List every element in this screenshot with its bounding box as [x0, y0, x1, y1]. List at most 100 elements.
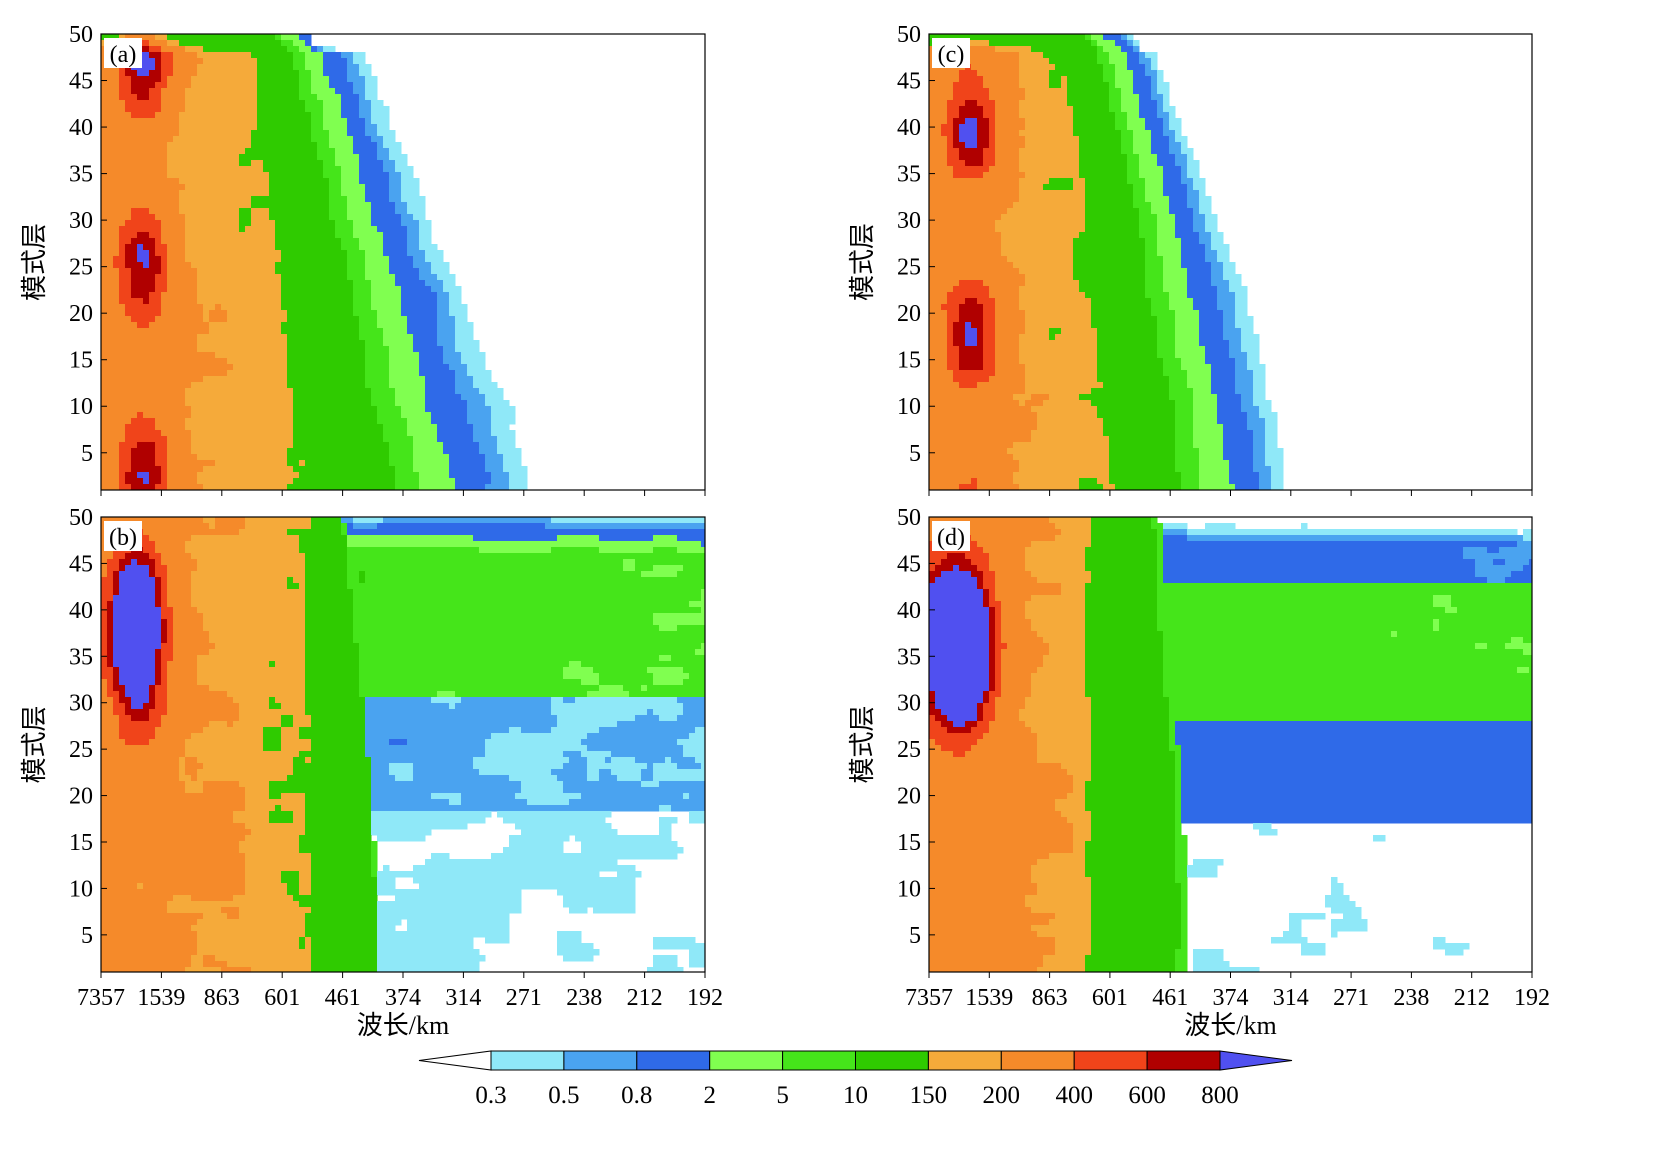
- heatmap-cell: [281, 382, 288, 389]
- heatmap-cell: [335, 208, 342, 215]
- heatmap-cell: [191, 88, 198, 95]
- heatmap-cell: [287, 394, 294, 401]
- heatmap-cell: [197, 424, 204, 431]
- heatmap-cell: [221, 94, 228, 101]
- heatmap-cell: [401, 472, 408, 479]
- heatmap-cell: [215, 94, 222, 101]
- heatmap-cell: [281, 148, 288, 155]
- heatmap-cell: [251, 460, 258, 467]
- heatmap-cell: [479, 382, 486, 389]
- heatmap-cell: [167, 328, 174, 335]
- heatmap-cell: [287, 238, 294, 245]
- heatmap-cell: [371, 346, 378, 353]
- heatmap-cell: [491, 424, 498, 431]
- heatmap-cell: [401, 364, 408, 371]
- heatmap-cell: [215, 286, 222, 293]
- heatmap-cell: [299, 394, 306, 401]
- heatmap-cell: [155, 274, 162, 281]
- heatmap-cell: [323, 346, 330, 353]
- heatmap-cell: [377, 124, 384, 131]
- heatmap-cell: [377, 523, 384, 530]
- heatmap-cell: [599, 523, 606, 530]
- heatmap-cell: [197, 154, 204, 161]
- heatmap-cell: [263, 424, 270, 431]
- heatmap-cell: [113, 310, 120, 317]
- heatmap-cell: [311, 226, 318, 233]
- heatmap-cell: [323, 130, 330, 137]
- heatmap-cell: [275, 184, 282, 191]
- heatmap-cell: [473, 340, 480, 347]
- heatmap-cell: [413, 292, 420, 299]
- heatmap-cell: [329, 70, 336, 77]
- heatmap-cell: [383, 436, 390, 443]
- heatmap-cell: [191, 46, 198, 53]
- heatmap-cell: [359, 76, 366, 83]
- heatmap-cell: [443, 328, 450, 335]
- heatmap-cell: [341, 406, 348, 413]
- heatmap-cell: [197, 346, 204, 353]
- heatmap-cell: [323, 226, 330, 233]
- heatmap-cell: [107, 364, 114, 371]
- heatmap-cell: [131, 316, 138, 323]
- heatmap-cell: [305, 547, 312, 554]
- heatmap-cell: [209, 136, 216, 143]
- heatmap-cell: [473, 346, 480, 353]
- heatmap-cell: [185, 436, 192, 443]
- heatmap-cell: [131, 412, 138, 419]
- heatmap-cell: [371, 118, 378, 125]
- heatmap-cell: [275, 94, 282, 101]
- heatmap-cell: [125, 256, 132, 263]
- heatmap-cell: [101, 472, 108, 479]
- heatmap-cell: [359, 244, 366, 251]
- heatmap-cell: [365, 472, 372, 479]
- heatmap-cell: [269, 478, 276, 485]
- heatmap-cell: [383, 346, 390, 353]
- heatmap-cell: [227, 280, 234, 287]
- heatmap-cell: [299, 112, 306, 119]
- heatmap-cell: [167, 136, 174, 143]
- heatmap-cell: [233, 460, 240, 467]
- heatmap-cell: [275, 523, 282, 530]
- heatmap-cell: [425, 310, 432, 317]
- heatmap-cell: [191, 466, 198, 473]
- heatmap-cell: [185, 382, 192, 389]
- heatmap-cell: [155, 430, 162, 437]
- heatmap-cell: [377, 202, 384, 209]
- heatmap-cell: [227, 232, 234, 239]
- heatmap-cell: [149, 292, 156, 299]
- heatmap-cell: [395, 280, 402, 287]
- heatmap-cell: [305, 376, 312, 383]
- heatmap-cell: [371, 112, 378, 119]
- heatmap-cell: [113, 388, 120, 395]
- heatmap-cell: [251, 76, 258, 83]
- heatmap-cell: [119, 352, 126, 359]
- heatmap-cell: [263, 136, 270, 143]
- heatmap-cell: [227, 436, 234, 443]
- heatmap-cell: [203, 130, 210, 137]
- heatmap-cell: [215, 172, 222, 179]
- heatmap-cell: [131, 376, 138, 383]
- heatmap-cell: [527, 529, 534, 536]
- heatmap-cell: [263, 256, 270, 263]
- heatmap-cell: [413, 304, 420, 311]
- heatmap-cell: [179, 298, 186, 305]
- heatmap-cell: [155, 280, 162, 287]
- heatmap-cell: [137, 364, 144, 371]
- heatmap-cell: [461, 346, 468, 353]
- heatmap-cell: [377, 280, 384, 287]
- heatmap-cell: [485, 541, 492, 548]
- heatmap-cell: [137, 274, 144, 281]
- heatmap-cell: [119, 292, 126, 299]
- heatmap-cell: [347, 370, 354, 377]
- heatmap-cell: [179, 442, 186, 449]
- heatmap-cell: [275, 346, 282, 353]
- heatmap-cell: [275, 130, 282, 137]
- heatmap-cell: [389, 292, 396, 299]
- heatmap-cell: [443, 298, 450, 305]
- heatmap-cell: [173, 106, 180, 113]
- heatmap-cell: [233, 529, 240, 536]
- heatmap-cell: [305, 226, 312, 233]
- heatmap-cell: [275, 160, 282, 167]
- heatmap-cell: [275, 64, 282, 71]
- heatmap-cell: [299, 406, 306, 413]
